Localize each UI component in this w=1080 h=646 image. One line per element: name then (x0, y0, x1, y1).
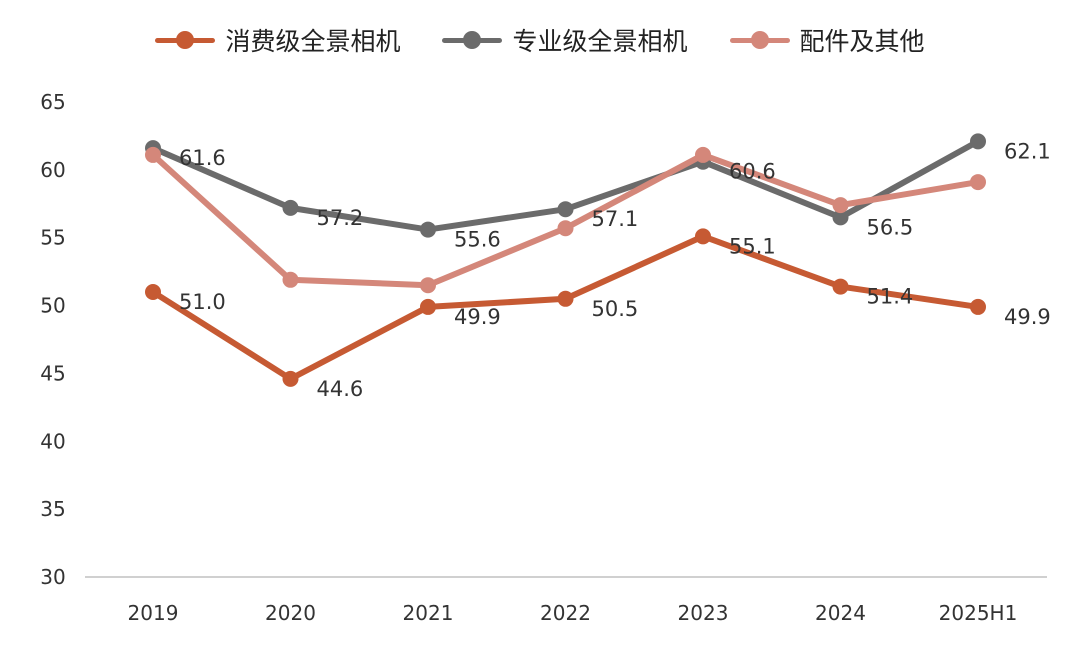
data-point (282, 199, 299, 216)
data-label: 44.6 (317, 377, 364, 401)
x-tick-label: 2021 (403, 601, 454, 625)
data-point (145, 284, 161, 300)
legend-swatch-accessories (729, 30, 790, 50)
x-tick-label: 2022 (540, 601, 591, 625)
legend-item-consumer: 消费级全景相机 (155, 22, 400, 58)
y-tick-label: 40 (40, 429, 65, 453)
legend-label-professional: 专业级全景相机 (512, 27, 688, 56)
y-tick-label: 45 (40, 361, 65, 385)
data-point (970, 298, 986, 315)
legend: 消费级全景相机 专业级全景相机 配件及其他 (0, 22, 1080, 58)
legend-swatch-professional (442, 30, 503, 50)
data-point (557, 290, 574, 307)
data-point (282, 271, 299, 288)
data-label: 61.6 (179, 146, 226, 170)
data-point (420, 298, 436, 315)
y-tick-label: 65 (40, 90, 65, 114)
series-2 (145, 146, 986, 294)
data-point (557, 220, 574, 237)
y-tick-label: 55 (40, 226, 65, 250)
data-label: 51.4 (867, 285, 914, 309)
x-axis: 2019 2020 2021 2022 2023 2024 2025H1 (85, 576, 1047, 625)
legend-item-accessories: 配件及其他 (729, 22, 925, 58)
legend-dot-accessories (750, 31, 769, 49)
data-label: 56.5 (867, 215, 914, 239)
data-point (420, 277, 436, 294)
data-labels: 51.0 44.6 49.9 50.5 55.1 51.4 49.9 61.6 57.2 55.6… (179, 139, 1051, 401)
data-label: 57.1 (592, 207, 639, 231)
series-layer (145, 133, 986, 387)
legend-swatch-consumer (155, 30, 216, 50)
data-label: 49.9 (1004, 305, 1051, 329)
series-line (150, 151, 981, 289)
data-label: 55.1 (729, 234, 776, 258)
y-tick-label: 50 (40, 294, 65, 318)
data-label: 57.2 (317, 206, 364, 230)
data-label: 62.1 (1004, 139, 1051, 163)
x-tick-label: 2025H1 (939, 601, 1018, 625)
y-tick-label: 30 (40, 565, 65, 589)
data-label: 60.6 (729, 160, 776, 184)
y-axis: 30 35 40 45 50 55 60 65 (40, 90, 65, 589)
series-line (150, 233, 981, 382)
legend-dot-professional (463, 31, 482, 49)
data-point (970, 133, 986, 150)
x-tick-label: 2024 (815, 601, 866, 625)
y-tick-label: 60 (40, 158, 65, 182)
data-label: 55.6 (454, 228, 501, 252)
data-point (832, 278, 849, 295)
legend-item-professional: 专业级全景相机 (442, 22, 688, 58)
legend-dot-consumer (176, 31, 195, 49)
data-point (557, 201, 574, 218)
data-point (145, 146, 161, 163)
data-point (282, 370, 299, 387)
legend-label-accessories: 配件及其他 (799, 27, 925, 56)
x-tick-label: 2023 (678, 601, 729, 625)
data-label: 51.0 (179, 290, 226, 314)
data-point (832, 209, 849, 226)
data-point (420, 221, 436, 238)
data-label: 50.5 (592, 297, 639, 321)
legend-label-consumer: 消费级全景相机 (225, 27, 401, 56)
data-point (695, 146, 711, 163)
x-tick-label: 2019 (128, 601, 179, 625)
data-point (832, 197, 849, 214)
data-point (970, 174, 986, 191)
x-tick-label: 2020 (265, 601, 316, 625)
data-label: 49.9 (454, 305, 501, 329)
data-point (695, 228, 711, 245)
series-0 (145, 228, 986, 387)
y-tick-label: 35 (40, 497, 65, 521)
